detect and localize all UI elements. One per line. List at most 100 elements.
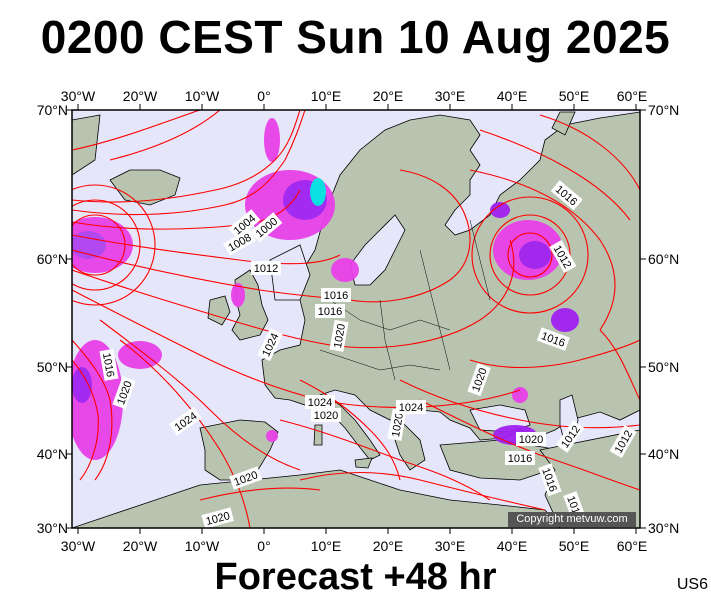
precip-sw-band — [118, 341, 162, 369]
precip-scotland — [231, 283, 245, 307]
isobar-line — [72, 110, 306, 216]
isobar-label-text: 1020 — [390, 412, 406, 438]
isobar-label-text: 1024 — [399, 402, 423, 414]
land-iceland — [109, 169, 181, 206]
isobar-loop — [72, 184, 156, 306]
precip-north-russia — [490, 202, 510, 218]
precip-sw-core — [72, 367, 92, 403]
lon-tick-top: 30°W — [60, 88, 96, 104]
isobar-loop — [72, 214, 126, 276]
isobar-line — [479, 129, 631, 221]
lon-tick-bottom: 20°E — [372, 538, 404, 554]
isobar-line — [539, 114, 640, 191]
lat-tick-left: 70°N — [36, 102, 68, 118]
isobar-label: 1016 — [315, 304, 345, 318]
isobar-loop — [471, 196, 589, 314]
isobar-labels: 1000 1004 1008 1012 1016 1020 1024 1016 … — [99, 180, 637, 528]
isobar-label: 1020 — [329, 319, 349, 352]
axis-tick-marks — [66, 104, 646, 534]
isobar-line — [72, 339, 113, 481]
isobar-label-text: 1016 — [318, 306, 342, 318]
isobar-label-text: 1020 — [332, 323, 348, 349]
isobar-line — [469, 169, 616, 331]
lon-tick-top: 20°E — [372, 88, 404, 104]
lon-tick-top: 30°E — [434, 88, 466, 104]
region-code: US6 — [676, 576, 708, 593]
isobar-label-text: 1016 — [508, 453, 532, 465]
isobar-line — [119, 339, 251, 528]
lat-tick-right: 60°N — [648, 251, 680, 267]
land-middle-east — [539, 429, 640, 528]
copyright-label: Copyright metvuw.com — [508, 512, 636, 527]
isobar-label: 1016 — [321, 288, 351, 302]
lat-tick-left: 50°N — [36, 359, 68, 375]
isobar-label: 1024 — [305, 395, 335, 409]
isobar-line — [109, 110, 221, 161]
lon-tick-top: 40°E — [496, 88, 528, 104]
isobar-label-text: 1016 — [100, 352, 116, 378]
isobar-line — [599, 329, 640, 401]
isobar-line — [279, 419, 491, 501]
isobar-label-text: 1012 — [254, 263, 278, 275]
isobar-line — [469, 339, 640, 368]
lon-tick-top: 20°W — [122, 88, 158, 104]
lon-tick-bottom: 30°E — [434, 538, 466, 554]
lon-tick-bottom: 60°E — [616, 538, 648, 554]
precip-norway-heavy — [310, 178, 326, 206]
isobar-line — [72, 239, 515, 349]
isobar-label-text: 1020 — [519, 434, 543, 446]
isobar-loop — [72, 199, 141, 291]
lat-tick-left: 40°N — [36, 446, 68, 462]
sea-baltic — [349, 214, 406, 286]
isobar-line — [72, 359, 99, 481]
isobar-label: 1020 — [311, 408, 341, 422]
map-title: 0200 CEST Sun 10 Aug 2025 — [40, 11, 671, 63]
isobar-label: 1016 — [505, 451, 535, 465]
precip-norway-top — [264, 118, 280, 162]
isobar-label: 1020 — [387, 408, 407, 441]
land-sicily — [354, 457, 373, 469]
precip-eastern — [512, 387, 528, 403]
isobars — [72, 110, 640, 528]
lon-tick-bottom: 10°W — [184, 538, 220, 554]
border-line — [469, 219, 491, 301]
isobar-line — [99, 319, 301, 471]
lat-tick-left: 60°N — [36, 251, 68, 267]
lon-tick-top: 50°E — [558, 88, 590, 104]
isobar-line — [72, 189, 301, 230]
isobar-label: 1020 — [516, 432, 546, 446]
precip-russia-core — [519, 241, 551, 269]
isobar-label: 1024 — [396, 400, 426, 414]
country-borders — [319, 219, 491, 381]
isobar-line — [299, 471, 546, 511]
isobar-line — [72, 110, 201, 151]
lon-tick-bottom: 40°E — [496, 538, 528, 554]
lon-tick-top: 10°E — [310, 88, 342, 104]
lat-tick-right: 30°N — [648, 520, 680, 536]
lat-tick-left: 30°N — [36, 520, 68, 536]
lat-tick-right: 50°N — [648, 359, 680, 375]
precip-baltic — [331, 258, 359, 282]
isobar-line — [299, 379, 401, 481]
border-line — [379, 299, 396, 381]
isobar-line — [399, 379, 640, 429]
isobar-line — [419, 399, 640, 491]
lon-tick-bottom: 20°W — [122, 538, 158, 554]
isobar-label-text: 1020 — [314, 410, 338, 422]
lon-tick-bottom: 50°E — [558, 538, 590, 554]
isobar-label-text: 1016 — [324, 290, 348, 302]
land-greenland — [72, 114, 101, 176]
forecast-label: Forecast +48 hr — [214, 556, 497, 598]
sea-north — [269, 244, 311, 301]
lon-tick-top: 10°W — [184, 88, 220, 104]
lon-tick-top: 60°E — [616, 88, 648, 104]
map-frame — [71, 109, 641, 529]
isobar-label: 1016 — [99, 348, 119, 381]
lat-tick-right: 70°N — [648, 102, 680, 118]
lon-tick-bottom: 10°E — [310, 538, 342, 554]
isobar-line — [72, 169, 471, 303]
isobar-label-text: 1024 — [308, 397, 332, 409]
lon-tick-top: 0° — [257, 88, 271, 104]
lon-tick-bottom: 0° — [257, 538, 271, 554]
